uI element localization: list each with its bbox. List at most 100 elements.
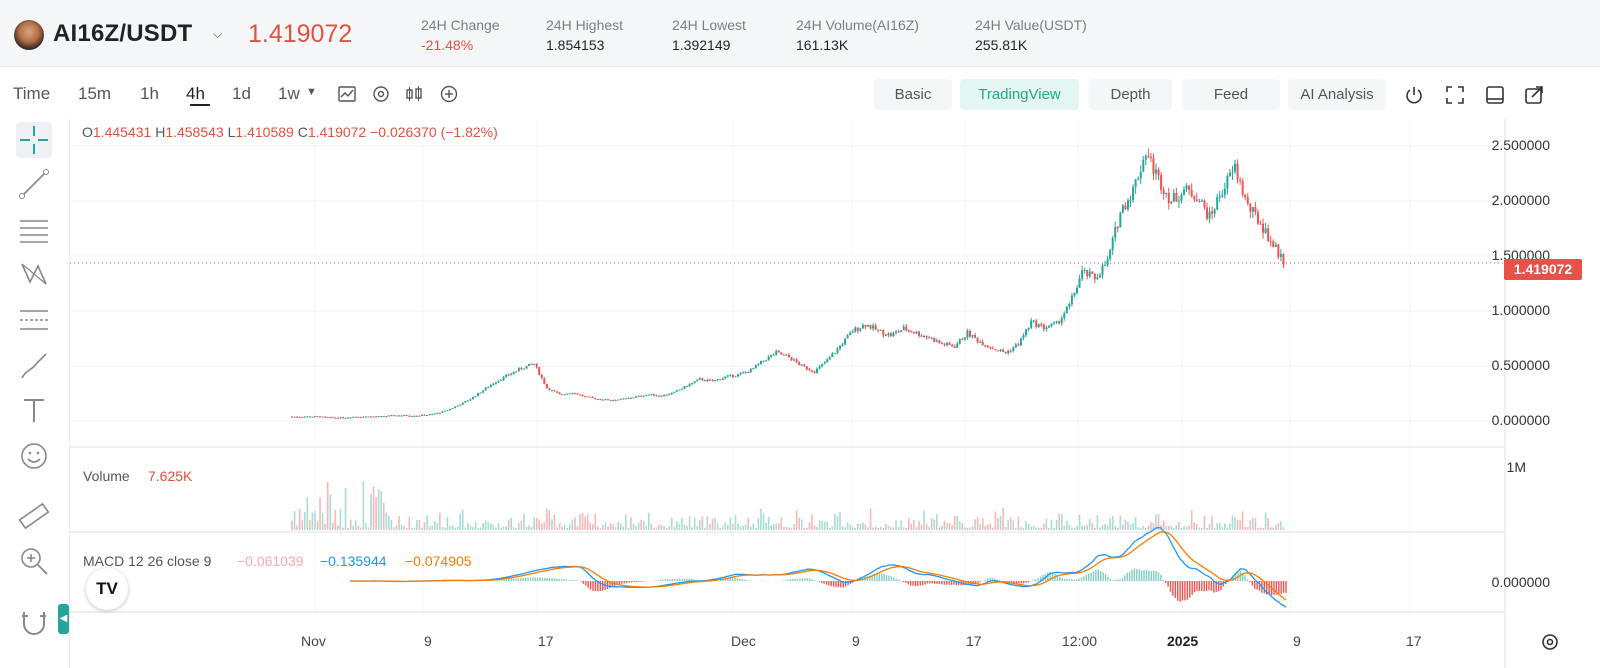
pair-name[interactable]: AI16Z/USDT xyxy=(53,20,193,47)
candle-body xyxy=(497,380,500,383)
candle-body xyxy=(370,416,373,418)
volume-bar xyxy=(788,527,790,530)
volume-bar xyxy=(767,516,770,530)
volume-bar xyxy=(1106,525,1109,530)
candle-body xyxy=(726,375,729,377)
parallel-lines-icon[interactable] xyxy=(16,211,52,247)
candle-body xyxy=(362,416,365,418)
candle-type-icon[interactable] xyxy=(404,84,424,104)
chart-settings-icon[interactable] xyxy=(1539,631,1561,653)
volume-bar xyxy=(895,520,897,530)
macd-histogram-bar xyxy=(635,581,638,583)
fullscreen-icon[interactable] xyxy=(1444,84,1466,106)
power-icon[interactable] xyxy=(1403,84,1425,106)
share-icon[interactable] xyxy=(1523,84,1545,106)
tf-4h[interactable]: 4h xyxy=(186,84,205,103)
view-ai-analysis[interactable]: AI Analysis xyxy=(1288,79,1386,110)
candle-body xyxy=(1096,277,1099,280)
magnet-icon[interactable] xyxy=(16,604,52,640)
add-compare-icon[interactable] xyxy=(439,84,459,104)
view-tradingview[interactable]: TradingView xyxy=(960,79,1079,110)
settings-icon[interactable] xyxy=(371,84,391,104)
view-depth[interactable]: Depth xyxy=(1089,79,1172,110)
tf-1d[interactable]: 1d xyxy=(232,84,251,103)
trend-line-icon[interactable] xyxy=(16,166,52,202)
zoom-in-icon[interactable] xyxy=(16,543,52,579)
candle-body xyxy=(1177,200,1180,202)
volume-bar xyxy=(869,508,872,530)
macd-histogram-bar xyxy=(688,578,690,581)
candle-body xyxy=(1277,244,1280,257)
candle-body xyxy=(517,368,520,372)
macd-histogram-bar xyxy=(1008,581,1010,584)
macd-histogram-bar xyxy=(1059,576,1061,581)
candle-body xyxy=(1200,200,1203,202)
candle-body xyxy=(884,335,887,337)
macd-histogram-bar xyxy=(844,581,847,587)
volume-bar xyxy=(798,517,800,530)
chevron-down-icon[interactable]: ⌵ xyxy=(213,27,223,41)
tradingview-logo[interactable]: TV xyxy=(86,568,128,610)
chevron-down-icon[interactable]: ▼ xyxy=(306,86,317,98)
price-chart[interactable] xyxy=(70,119,1600,668)
panel-icon[interactable] xyxy=(1484,84,1506,106)
candle-body xyxy=(1014,344,1017,348)
candle-body xyxy=(645,395,648,397)
fib-icon[interactable] xyxy=(16,302,52,338)
macd-histogram-bar xyxy=(1138,569,1140,581)
candle-body xyxy=(296,416,299,418)
crosshair-icon[interactable] xyxy=(16,122,52,158)
time-tick: Dec xyxy=(731,633,756,649)
volume-bar xyxy=(301,519,303,530)
text-icon[interactable] xyxy=(16,392,52,428)
volume-bar xyxy=(456,526,459,530)
candle-body xyxy=(392,415,395,417)
candle-body xyxy=(795,359,798,363)
macd-histogram-bar xyxy=(671,578,674,581)
macd-histogram-bar xyxy=(500,579,503,581)
macd-histogram-bar xyxy=(731,577,734,581)
macd-histogram-bar xyxy=(902,581,905,583)
macd-histogram-bar xyxy=(678,578,681,581)
volume-bar xyxy=(658,524,660,530)
macd-histogram-bar xyxy=(563,579,565,581)
tf-1w[interactable]: 1w xyxy=(278,84,300,103)
volume-bar xyxy=(344,487,347,530)
volume-bar xyxy=(941,525,943,530)
pattern-icon[interactable] xyxy=(16,256,52,292)
candle-body xyxy=(359,416,362,418)
macd-histogram-bar xyxy=(741,579,743,581)
candle-body xyxy=(400,415,403,417)
volume-bar xyxy=(1249,520,1252,530)
candle-body xyxy=(780,352,783,355)
indicator-chart-icon[interactable] xyxy=(337,84,357,104)
candle-body xyxy=(785,354,788,356)
candle-body xyxy=(1050,323,1053,327)
candle-body xyxy=(505,374,508,377)
volume-bar xyxy=(584,516,586,530)
emoji-icon[interactable] xyxy=(16,438,52,474)
volume-bar xyxy=(1132,522,1134,530)
candle-body xyxy=(714,380,717,382)
volume-bar xyxy=(1009,517,1012,530)
view-feed[interactable]: Feed xyxy=(1182,79,1280,110)
volume-bar xyxy=(1040,527,1043,530)
candle-body xyxy=(426,415,429,417)
tf-15m[interactable]: 15m xyxy=(78,84,112,103)
volume-bar xyxy=(1264,512,1267,530)
candle-body xyxy=(943,343,946,346)
collapse-toolbar-handle[interactable]: ◀ xyxy=(58,604,69,634)
volume-bar xyxy=(543,522,546,530)
candle-body xyxy=(469,399,472,401)
tf-time[interactable]: Time xyxy=(13,84,51,103)
view-basic[interactable]: Basic xyxy=(874,79,952,110)
candle-body xyxy=(951,344,954,347)
brush-icon[interactable] xyxy=(16,348,52,384)
candle-body xyxy=(869,325,872,329)
tf-1h[interactable]: 1h xyxy=(140,84,159,103)
candle-body xyxy=(956,343,959,348)
volume-bar xyxy=(676,520,678,530)
ruler-icon[interactable] xyxy=(16,498,52,534)
macd-histogram-bar xyxy=(991,577,994,581)
candle-body xyxy=(535,363,538,368)
